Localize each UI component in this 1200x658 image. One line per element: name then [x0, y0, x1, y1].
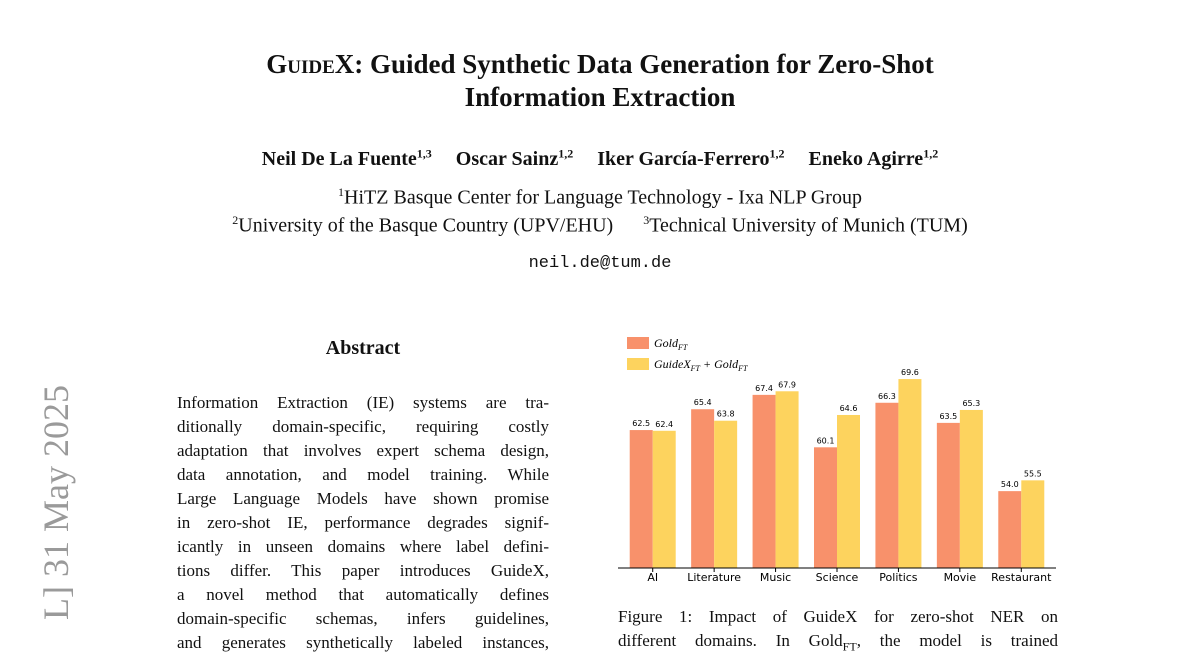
email: neil.de@tum.de — [528, 254, 672, 273]
bar — [752, 394, 776, 568]
arxiv-stamp: L] 31 May 2025 — [36, 385, 76, 620]
figure-caption: Figure 1: Impact of GuideX for zero-shot… — [618, 605, 1058, 658]
bar — [959, 409, 983, 568]
author: Oscar Sainz1,2 — [455, 146, 574, 170]
title-rest: : Guided Synthetic Data Generation for Z… — [354, 49, 934, 79]
abstract-line: Large Language Models have shown promise — [177, 489, 549, 508]
author-name: Oscar Sainz — [455, 147, 559, 170]
x-tick-label: Movie — [944, 571, 977, 584]
x-tick-label: Science — [816, 571, 859, 584]
abstract-line: data annotation, and model training. Whi… — [177, 465, 549, 484]
bar — [775, 391, 799, 568]
abstract-line: a novel method that automatically define… — [177, 585, 549, 604]
value-label: 67.9 — [778, 380, 796, 389]
value-label: 62.4 — [655, 420, 673, 429]
bar — [936, 422, 960, 568]
abstract-line: tions differ. This paper introduces Guid… — [177, 561, 549, 580]
value-label: 54.0 — [1001, 480, 1019, 489]
bar — [629, 430, 653, 568]
abstract-line: adaptation that involves expert schema d… — [177, 441, 549, 460]
aff-text: HiTZ Basque Center for Language Technolo… — [344, 186, 862, 209]
author: Iker García-Ferrero1,2 — [597, 146, 785, 170]
title-line2: Information Extraction — [464, 82, 736, 112]
aff-text: Technical University of Munich (TUM) — [649, 214, 968, 237]
bar — [898, 379, 922, 568]
affiliation-line: 1HiTZ Basque Center for Language Technol… — [0, 185, 1200, 210]
value-label: 69.6 — [901, 368, 919, 377]
author-aff: 1,3 — [416, 146, 432, 160]
author-aff: 1,2 — [558, 146, 574, 160]
bar — [814, 447, 837, 568]
abstract-heading: Abstract — [325, 337, 401, 359]
x-tick-label: AI — [647, 571, 658, 584]
legend-swatch — [627, 337, 649, 349]
caption-line: Figure 1: Impact of GuideX for zero-shot… — [618, 607, 1058, 626]
value-label: 63.5 — [939, 412, 957, 421]
author: Neil De La Fuente1,3 — [261, 146, 432, 170]
bar — [837, 414, 860, 568]
abstract-line: in zero-shot IE, performance degrades si… — [177, 513, 549, 532]
x-tick-label: Politics — [879, 571, 918, 584]
authors: Neil De La Fuente1,3 Oscar Sainz1,2 Iker G… — [0, 146, 1200, 171]
value-label: 67.4 — [755, 384, 773, 393]
bar — [691, 409, 715, 568]
aff-num: 3 — [643, 213, 650, 227]
author-name: Iker García-Ferrero — [597, 147, 770, 170]
abstract-line: Information Extraction (IE) systems are … — [177, 393, 549, 412]
author-aff: 1,2 — [923, 146, 939, 160]
abstract-line: domain-specific schemas, infers guidelin… — [177, 609, 549, 628]
title-name: GuideX — [266, 49, 355, 79]
affiliation-line: 2University of the Basque Country (UPV/E… — [0, 213, 1200, 238]
legend-label: GuideXFT + GoldFT — [654, 357, 748, 373]
abstract-line: ditionally domain-specific, requiring co… — [177, 417, 549, 436]
x-tick-label: Restaurant — [991, 571, 1052, 584]
value-label: 55.5 — [1024, 469, 1042, 478]
author-name: Neil De La Fuente — [261, 147, 417, 170]
x-tick-label: Literature — [687, 571, 741, 584]
abstract-line: icantly in unseen domains where label de… — [177, 537, 549, 556]
x-tick-label: Music — [760, 571, 791, 584]
value-label: 65.3 — [962, 399, 980, 408]
caption-line: different domains. In GoldFT, the model … — [618, 631, 1058, 654]
author-name: Eneko Agirre — [808, 147, 924, 170]
abstract-text: Information Extraction (IE) systems are … — [177, 391, 549, 655]
value-label: 60.1 — [817, 436, 835, 445]
abstract-line: and generates synthetically labeled inst… — [177, 633, 549, 652]
author-aff: 1,2 — [769, 146, 785, 160]
aff-text: University of the Basque Country (UPV/EH… — [238, 214, 614, 237]
bar — [714, 420, 738, 568]
author: Eneko Agirre1,2 — [808, 146, 939, 170]
bar — [998, 491, 1022, 568]
value-label: 63.8 — [717, 410, 735, 419]
aff-num: 2 — [232, 213, 239, 227]
value-label: 62.5 — [632, 419, 650, 428]
value-label: 66.3 — [878, 392, 896, 401]
value-label: 65.4 — [694, 398, 712, 407]
bar — [652, 430, 676, 568]
aff-num: 1 — [338, 185, 345, 199]
bar — [875, 402, 899, 568]
legend-swatch — [627, 358, 649, 370]
legend-label: GoldFT — [654, 336, 688, 352]
value-label: 64.6 — [840, 404, 858, 413]
bar — [1021, 480, 1045, 568]
title-line1: GuideX: Guided Synthetic Data Generation… — [0, 48, 1200, 80]
